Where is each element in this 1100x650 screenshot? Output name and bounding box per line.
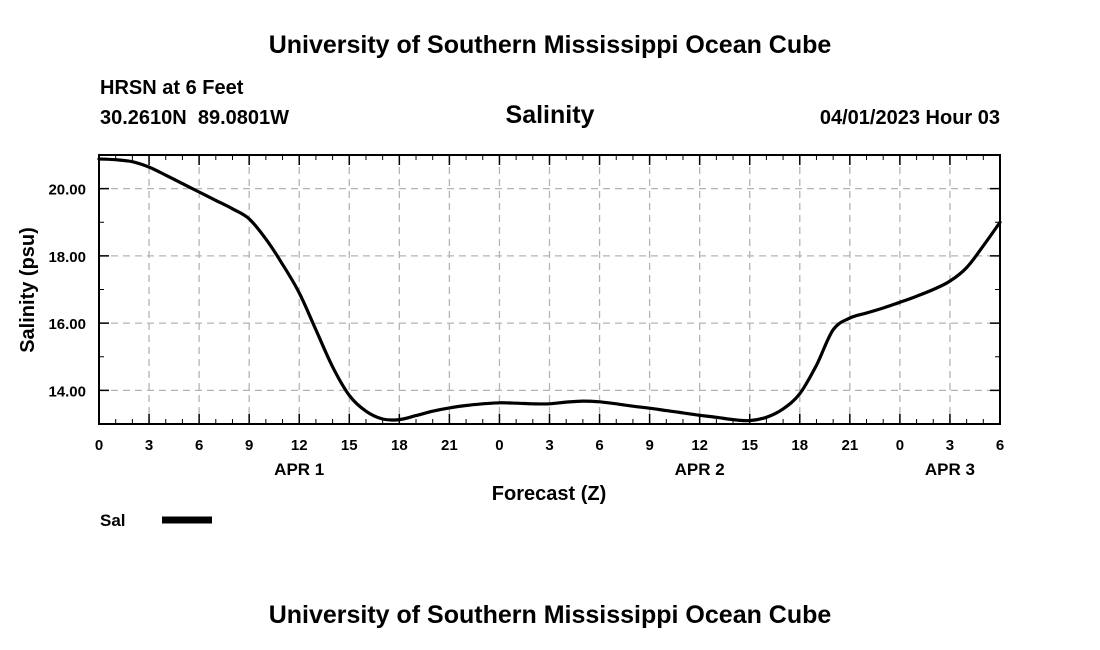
- chart-gridlines: [99, 155, 1000, 424]
- y-tick-label: 18.00: [48, 249, 86, 266]
- forecast-datetime: 04/01/2023 Hour 03: [819, 107, 1000, 129]
- x-tick-label: 9: [245, 437, 253, 454]
- date-label: APR 1: [274, 460, 324, 479]
- legend-label: Sal: [100, 511, 126, 530]
- x-tick-labels: 0 3 6 9 12 15 18 21 0 3 6 9 12 15 18 21 0 3 6: [95, 437, 1004, 454]
- x-tick-label: 9: [645, 437, 653, 454]
- x-tick-label: 3: [946, 437, 954, 454]
- x-tick-label: 12: [691, 437, 708, 454]
- x-tick-label: 18: [791, 437, 808, 454]
- plot-frame: [98, 154, 1001, 425]
- x-tick-label: 6: [195, 437, 203, 454]
- x-tick-label: 3: [545, 437, 553, 454]
- x-tick-label: 15: [341, 437, 358, 454]
- y-tick-label: 20.00: [48, 182, 86, 199]
- date-label: APR 2: [675, 460, 725, 479]
- station-name: HRSN at 6 Feet: [100, 77, 244, 99]
- chart-title: Salinity: [505, 101, 595, 129]
- footer-title: University of Southern Mississippi Ocean…: [268, 601, 832, 629]
- y-tick-label: 14.00: [48, 383, 86, 400]
- series-line-sal: [97, 157, 1002, 423]
- y-tick-label: 16.00: [48, 316, 86, 333]
- x-tick-label: 0: [896, 437, 904, 454]
- x-tick-label: 21: [441, 437, 458, 454]
- x-tick-label: 15: [741, 437, 758, 454]
- date-labels: APR 1 APR 2 APR 3: [274, 460, 975, 479]
- x-tick-label: 12: [291, 437, 308, 454]
- y-axis-label: Salinity (psu): [17, 227, 39, 353]
- x-tick-label: 18: [391, 437, 408, 454]
- x-tick-label: 0: [495, 437, 503, 454]
- x-tick-label: 3: [145, 437, 153, 454]
- page-title: University of Southern Mississippi Ocean…: [268, 31, 832, 59]
- station-coordinates: 30.2610N 89.0801W: [100, 107, 290, 129]
- x-tick-label: 0: [95, 437, 103, 454]
- x-axis-label: Forecast (Z): [492, 483, 606, 505]
- y-tick-labels: 14.00 16.00 18.00 20.00: [48, 182, 86, 401]
- x-tick-label: 21: [841, 437, 858, 454]
- x-tick-label: 6: [595, 437, 603, 454]
- chart-series: [97, 157, 1002, 423]
- date-label: APR 3: [925, 460, 975, 479]
- x-tick-label: 6: [996, 437, 1004, 454]
